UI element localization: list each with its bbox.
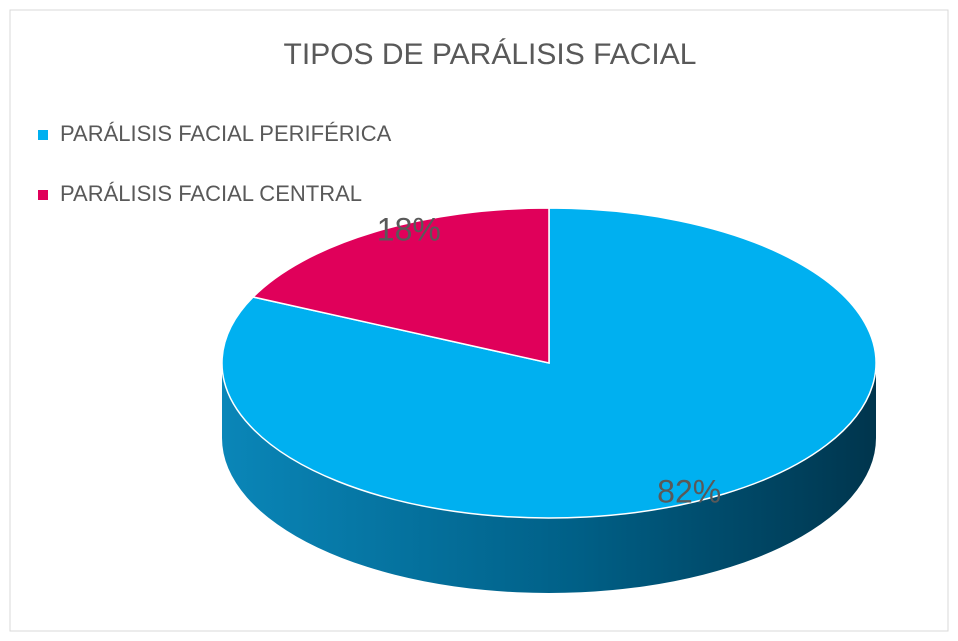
chart-title: TIPOS DE PARÁLISIS FACIAL xyxy=(284,38,697,71)
data-label: 18% xyxy=(377,212,441,248)
legend-swatch xyxy=(38,190,48,200)
legend-swatch xyxy=(38,130,48,140)
data-label: 82% xyxy=(657,473,721,509)
legend-label: PARÁLISIS FACIAL CENTRAL xyxy=(60,181,362,206)
pie-slice xyxy=(251,207,550,364)
pie-side xyxy=(222,363,876,593)
legend-label: PARÁLISIS FACIAL PERIFÉRICA xyxy=(60,121,392,146)
